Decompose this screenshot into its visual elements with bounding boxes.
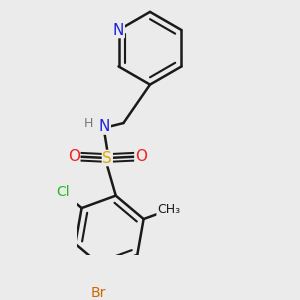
Text: O: O: [135, 149, 147, 164]
Text: Cl: Cl: [56, 185, 70, 199]
Text: Br: Br: [91, 286, 106, 300]
Text: CH₃: CH₃: [157, 203, 180, 216]
Text: N: N: [113, 22, 124, 38]
Text: O: O: [68, 149, 80, 164]
Text: H: H: [84, 117, 93, 130]
Text: S: S: [103, 151, 112, 166]
Text: N: N: [99, 119, 110, 134]
